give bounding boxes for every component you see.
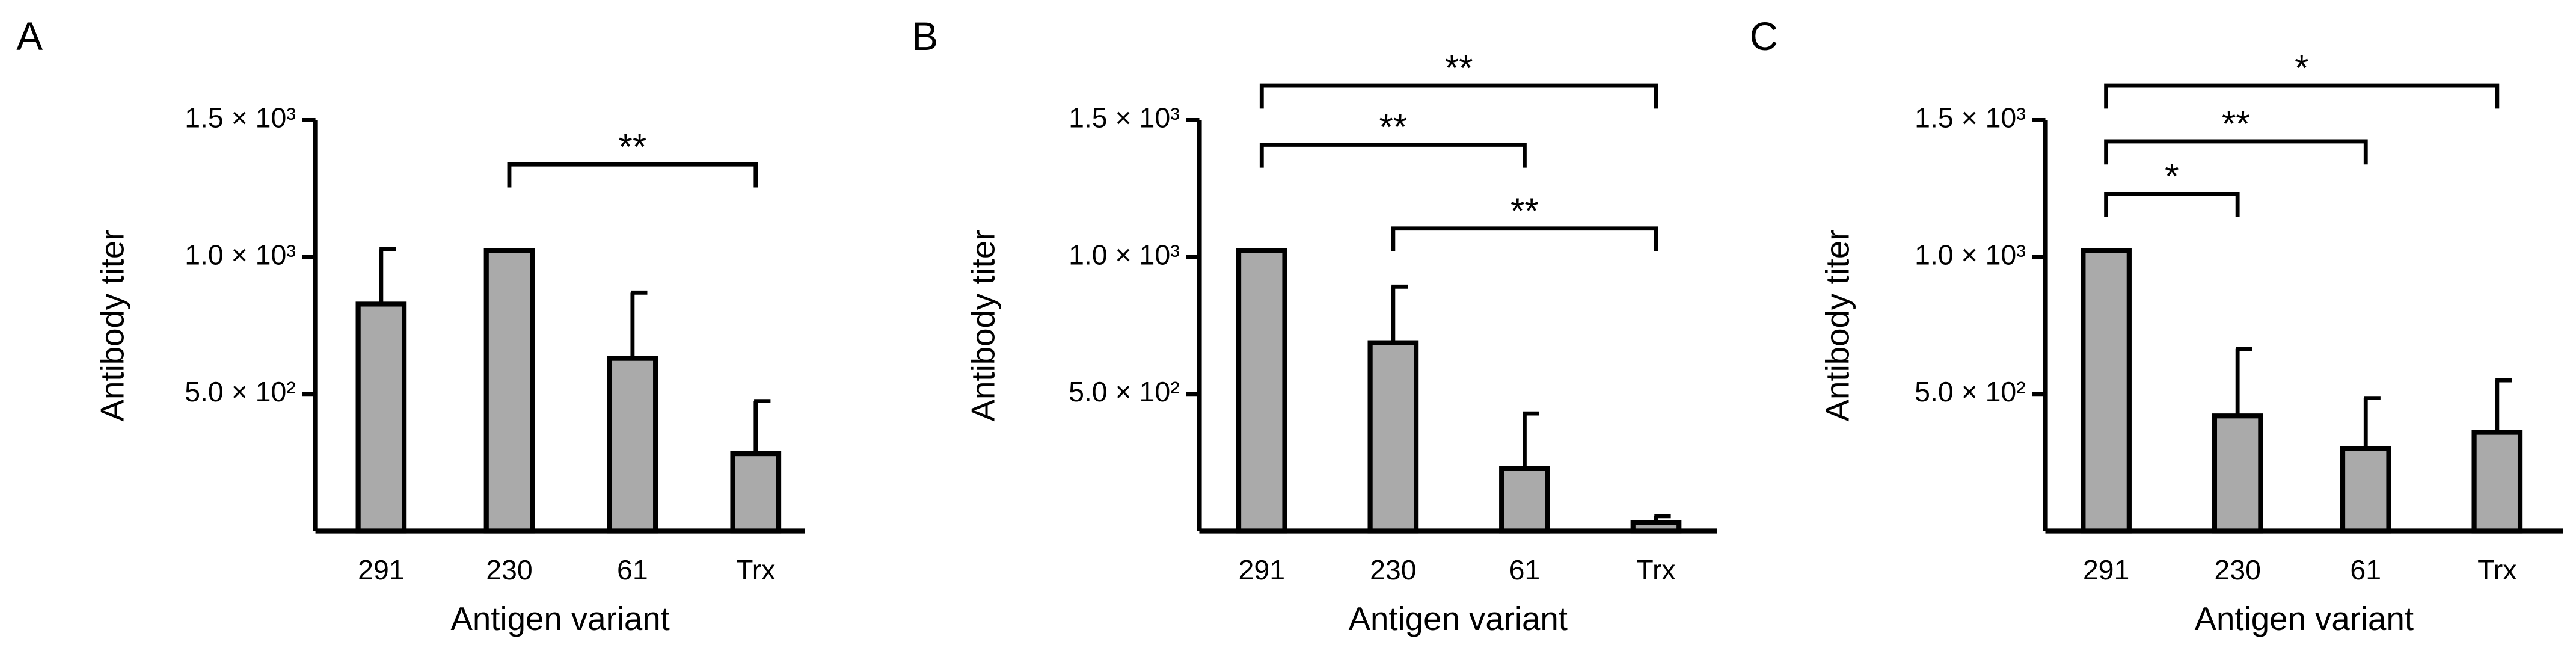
y-tick-label: 1.0 × 10³ (1915, 239, 2026, 270)
y-tick-label: 1.5 × 10³ (185, 102, 296, 134)
x-tick-label: Trx (736, 554, 775, 585)
panel-letter: A (16, 14, 43, 58)
significance-bracket (2104, 83, 2500, 109)
bar (730, 451, 782, 534)
significance-bracket (2104, 191, 2240, 217)
y-tick-label: 1.0 × 10³ (1069, 239, 1180, 270)
significance-label: * (2165, 156, 2179, 197)
bar (2471, 430, 2523, 534)
y-tick-label: 5.0 × 10² (1069, 376, 1180, 407)
x-tick-label: 230 (2214, 554, 2260, 585)
x-tick-label: 61 (2350, 554, 2381, 585)
x-tick-label: 291 (1239, 554, 1285, 585)
error-bar (2363, 396, 2381, 449)
y-tick-label: 1.0 × 10³ (185, 239, 296, 270)
significance-label: ** (2222, 103, 2250, 144)
significance-bracket (1391, 226, 1658, 252)
error-bar (2235, 347, 2252, 416)
error-bar (630, 290, 648, 359)
significance-bracket (2104, 139, 2368, 165)
error-bar (1523, 411, 1540, 469)
y-tick-label: 1.5 × 10³ (1069, 102, 1180, 134)
x-axis-title: Antigen variant (2195, 600, 2414, 637)
y-axis-title: Antibody titer (94, 230, 131, 422)
significance-bracket (1259, 83, 1658, 109)
error-bar (1391, 284, 1408, 343)
x-tick-label: 291 (2083, 554, 2129, 585)
significance-bracket (1259, 143, 1527, 168)
panel-letter: C (1750, 14, 1778, 58)
error-bar (2495, 378, 2512, 433)
bar (2081, 248, 2132, 534)
significance-bracket (507, 162, 758, 188)
x-tick-label: 230 (486, 554, 532, 585)
bar (1630, 520, 1682, 534)
error-bar (379, 247, 396, 304)
bar (2212, 413, 2263, 534)
y-tick-label: 5.0 × 10² (1915, 376, 2026, 407)
bar (483, 248, 535, 534)
significance-label: ** (618, 126, 646, 167)
panel-letter: B (912, 14, 938, 58)
y-axis-title: Antibody titer (1819, 230, 1856, 422)
x-tick-label: Trx (2477, 554, 2516, 585)
x-axis-title: Antigen variant (1349, 600, 1568, 637)
bar (2340, 446, 2391, 534)
significance-label: ** (1445, 48, 1473, 88)
error-bar (753, 399, 771, 454)
bar (1367, 340, 1419, 534)
bar (607, 356, 658, 534)
y-tick-label: 5.0 × 10² (185, 376, 296, 407)
x-tick-label: 61 (617, 554, 648, 585)
significance-label: ** (1379, 107, 1407, 147)
bar (355, 301, 407, 534)
x-tick-label: 61 (1509, 554, 1541, 585)
significance-label: * (2295, 48, 2308, 88)
bar (1236, 248, 1287, 534)
y-axis-title: Antibody titer (965, 230, 1002, 422)
x-tick-label: Trx (1636, 554, 1675, 585)
bar (1499, 466, 1550, 534)
x-axis-title: Antigen variant (450, 600, 669, 637)
significance-label: ** (1510, 191, 1539, 231)
y-tick-label: 1.5 × 10³ (1915, 102, 2026, 134)
x-tick-label: 230 (1370, 554, 1416, 585)
x-tick-label: 291 (358, 554, 404, 585)
